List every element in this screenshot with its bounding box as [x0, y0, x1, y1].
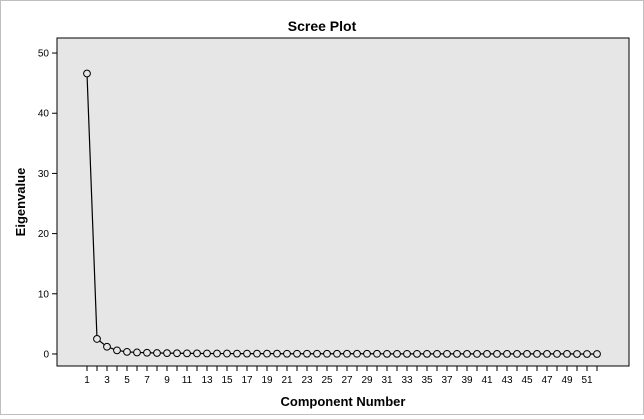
- data-point: [253, 349, 261, 358]
- y-tick-label: 0: [43, 349, 49, 360]
- x-tick-label: 13: [201, 375, 213, 386]
- x-tick-label: 23: [301, 375, 313, 386]
- data-point: [453, 349, 461, 358]
- data-point: [283, 349, 291, 358]
- y-tick-label: 10: [38, 289, 50, 300]
- x-axis-ticks: 1 3 5 7 9 11 13 15 17 19 21 23 25 27 29 31 33 35 37 39 41 43 4…: [84, 366, 598, 386]
- data-point: [563, 350, 571, 358]
- y-axis-label: Eigenvalue: [13, 168, 28, 237]
- data-point: [313, 349, 321, 358]
- x-tick-label: 1: [84, 375, 90, 386]
- x-tick-label: 11: [182, 375, 193, 386]
- data-point: [353, 349, 361, 358]
- y-tick-label: 30: [38, 169, 50, 180]
- x-tick-label: 45: [521, 375, 533, 386]
- data-point: [113, 346, 121, 355]
- eigenvalue-series: [83, 69, 601, 358]
- data-point: [293, 349, 301, 358]
- y-axis-ticks: 0 10 20 30 40 50: [38, 49, 57, 360]
- x-tick-label: 21: [281, 375, 293, 386]
- data-point: [123, 347, 131, 356]
- x-tick-label: 29: [361, 375, 373, 386]
- data-point: [403, 349, 411, 358]
- data-point: [443, 349, 451, 358]
- data-point: [213, 349, 221, 358]
- data-point: [263, 349, 271, 358]
- data-point: [513, 350, 521, 358]
- data-point: [193, 349, 201, 358]
- x-tick-label: 17: [241, 375, 253, 386]
- x-tick-label: 41: [481, 375, 493, 386]
- data-point: [383, 349, 391, 358]
- x-tick-label: 39: [461, 375, 473, 386]
- data-point: [553, 350, 561, 358]
- data-point: [433, 349, 441, 358]
- data-point: [183, 349, 191, 358]
- x-tick-label: 27: [341, 375, 353, 386]
- x-tick-label: 35: [421, 375, 433, 386]
- x-tick-label: 5: [124, 375, 130, 386]
- x-tick-label: 37: [441, 375, 453, 386]
- data-point: [543, 350, 551, 358]
- data-point: [203, 349, 211, 358]
- data-point: [223, 349, 231, 358]
- data-point: [593, 350, 601, 358]
- data-point: [173, 349, 181, 358]
- data-point: [393, 349, 401, 358]
- x-tick-label: 31: [381, 375, 393, 386]
- y-tick-label: 20: [38, 229, 50, 240]
- data-point: [523, 350, 531, 358]
- x-tick-label: 51: [581, 375, 593, 386]
- x-tick-label: 9: [164, 375, 170, 386]
- data-point: [143, 348, 151, 357]
- data-point: [323, 349, 331, 358]
- x-tick-label: 47: [541, 375, 553, 386]
- series-line: [86, 73, 597, 355]
- data-point: [93, 335, 101, 343]
- x-tick-label: 49: [561, 375, 573, 386]
- data-point: [333, 349, 341, 358]
- data-point: [103, 342, 111, 351]
- x-tick-label: 43: [501, 375, 513, 386]
- data-point: [533, 350, 541, 358]
- data-point: [463, 350, 471, 358]
- data-point: [233, 349, 241, 358]
- data-point: [573, 350, 581, 358]
- data-point: [273, 349, 281, 358]
- x-tick-label: 15: [221, 375, 233, 386]
- data-point: [363, 349, 371, 358]
- x-tick-label: 7: [144, 375, 150, 386]
- data-point: [503, 350, 511, 358]
- plot-area: [56, 37, 630, 367]
- data-point: [133, 348, 141, 357]
- x-tick-label: 33: [401, 375, 413, 386]
- x-tick-label: 19: [261, 375, 273, 386]
- chart-title: Scree Plot: [288, 18, 357, 34]
- data-point: [493, 350, 501, 358]
- data-point: [243, 349, 251, 358]
- data-point: [153, 349, 161, 357]
- x-tick-label: 3: [104, 375, 110, 386]
- data-point: [483, 350, 491, 358]
- data-point: [413, 349, 421, 358]
- data-point: [583, 350, 591, 358]
- x-tick-label: 25: [321, 375, 333, 386]
- data-point: [303, 349, 311, 358]
- data-point: [373, 349, 381, 358]
- y-tick-label: 40: [38, 109, 50, 120]
- data-point: [423, 349, 431, 358]
- data-point: [163, 349, 171, 358]
- data-point: [343, 349, 351, 358]
- y-tick-label: 50: [38, 49, 50, 60]
- data-point: [83, 69, 91, 78]
- x-axis-label: Component Number: [281, 394, 406, 409]
- data-point: [473, 350, 481, 358]
